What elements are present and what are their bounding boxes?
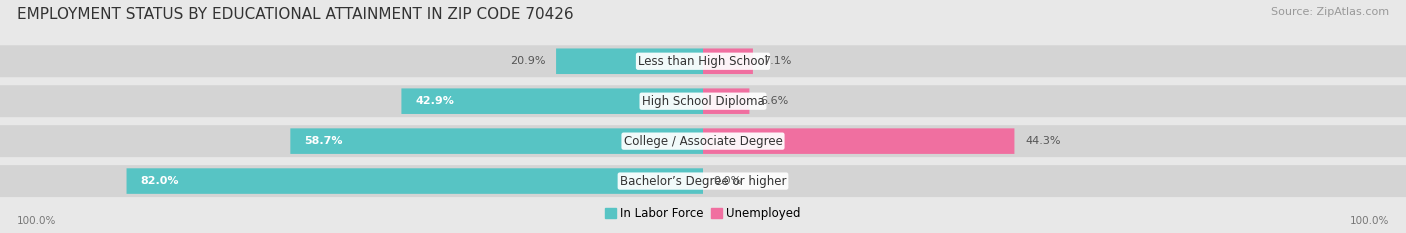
- Text: 6.6%: 6.6%: [759, 96, 789, 106]
- Text: EMPLOYMENT STATUS BY EDUCATIONAL ATTAINMENT IN ZIP CODE 70426: EMPLOYMENT STATUS BY EDUCATIONAL ATTAINM…: [17, 7, 574, 22]
- FancyBboxPatch shape: [0, 166, 1406, 196]
- FancyBboxPatch shape: [557, 48, 703, 74]
- Text: 20.9%: 20.9%: [510, 56, 546, 66]
- FancyBboxPatch shape: [0, 125, 1406, 157]
- FancyBboxPatch shape: [0, 46, 1406, 76]
- FancyBboxPatch shape: [0, 85, 1406, 117]
- Text: 44.3%: 44.3%: [1025, 136, 1060, 146]
- Text: 58.7%: 58.7%: [304, 136, 343, 146]
- Text: High School Diploma: High School Diploma: [641, 95, 765, 108]
- FancyBboxPatch shape: [0, 45, 1406, 77]
- Text: 100.0%: 100.0%: [1350, 216, 1389, 226]
- Text: 0.0%: 0.0%: [713, 176, 742, 186]
- FancyBboxPatch shape: [0, 86, 1406, 116]
- Text: Bachelor’s Degree or higher: Bachelor’s Degree or higher: [620, 175, 786, 188]
- Text: Less than High School: Less than High School: [638, 55, 768, 68]
- FancyBboxPatch shape: [703, 88, 749, 114]
- Text: 7.1%: 7.1%: [763, 56, 792, 66]
- Text: 100.0%: 100.0%: [17, 216, 56, 226]
- FancyBboxPatch shape: [402, 88, 703, 114]
- Text: College / Associate Degree: College / Associate Degree: [624, 135, 782, 148]
- Legend: In Labor Force, Unemployed: In Labor Force, Unemployed: [600, 202, 806, 225]
- Text: Source: ZipAtlas.com: Source: ZipAtlas.com: [1271, 7, 1389, 17]
- FancyBboxPatch shape: [290, 128, 703, 154]
- FancyBboxPatch shape: [127, 168, 703, 194]
- FancyBboxPatch shape: [703, 48, 754, 74]
- Text: 42.9%: 42.9%: [416, 96, 454, 106]
- Text: 82.0%: 82.0%: [141, 176, 179, 186]
- FancyBboxPatch shape: [703, 128, 1015, 154]
- FancyBboxPatch shape: [0, 165, 1406, 197]
- FancyBboxPatch shape: [0, 126, 1406, 156]
